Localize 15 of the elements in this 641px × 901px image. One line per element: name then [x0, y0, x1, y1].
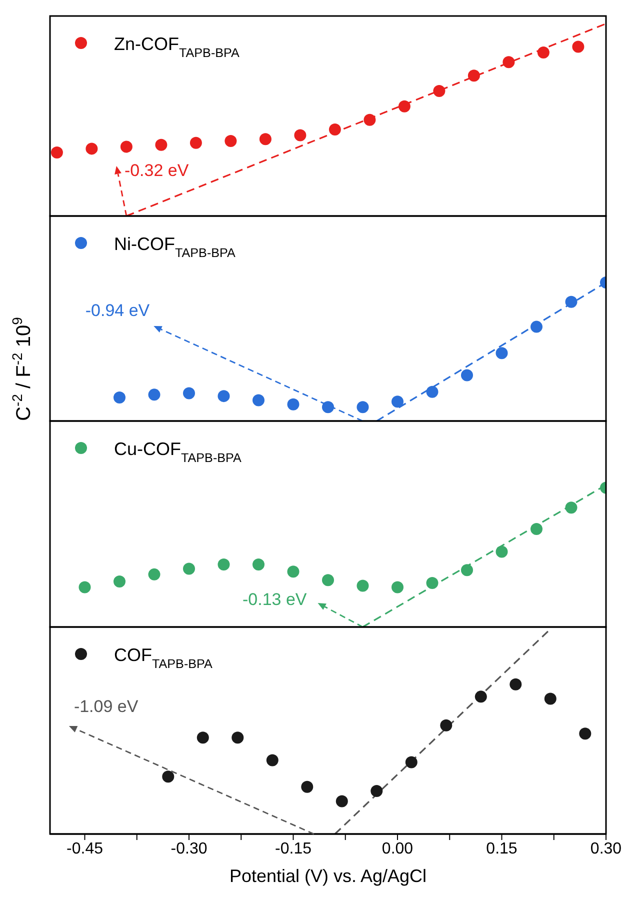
x-tick-label: 0.30	[590, 840, 622, 858]
legend-label: COF$_{TAPB-BPA}$	[114, 645, 214, 671]
annotation: -1.09 eV	[74, 697, 139, 716]
x-tick-label: -0.15	[275, 840, 312, 858]
x-tick-label: 0.15	[486, 840, 518, 858]
legend-label: Cu-COF$_{TAPB-BPA}$	[114, 439, 242, 465]
x-tick-label: 0.00	[382, 840, 414, 858]
legend-label: Zn-COF$_{TAPB-BPA}$	[114, 34, 240, 60]
annotation: -0.32 eV	[124, 161, 190, 180]
annotation: -0.13 eV	[242, 590, 308, 609]
annotation: -0.94 eV	[85, 301, 150, 320]
x-axis-title: Potential (V) vs. Ag/AgCl	[228, 865, 428, 887]
legend-label: Ni-COF$_{TAPB-BPA}$	[114, 234, 236, 260]
x-tick-label: -0.45	[66, 840, 104, 858]
x-tick-label: -0.30	[170, 840, 208, 858]
